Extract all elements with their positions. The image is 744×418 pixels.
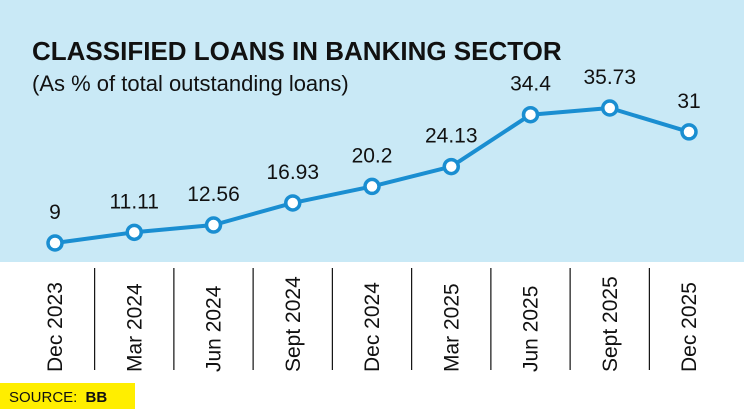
x-tick-label: Mar 2025 [440,283,463,372]
data-label: 31 [677,90,700,113]
source-background [0,383,135,409]
x-tick-label: Jun 2025 [520,286,543,372]
data-point [601,99,619,117]
data-point [204,216,223,234]
category-dividers [94,268,650,370]
data-markers [46,99,698,252]
data-point [125,223,143,242]
x-tick-label: Sept 2025 [599,276,622,372]
x-tick-label: Dec 2023 [44,282,67,372]
data-label: 16.93 [266,161,319,184]
x-tick-label: Jun 2024 [203,285,226,372]
data-point [284,194,302,212]
data-label: 35.73 [583,66,636,89]
x-tick-label: Mar 2024 [123,283,146,372]
data-label: 9 [49,201,61,224]
data-label: 34.4 [510,73,551,96]
chart-subtitle: (As % of total outstanding loans) [32,71,349,96]
data-point [442,157,460,176]
x-tick-label: Sept 2024 [282,276,305,372]
source-label: SOURCE: [9,389,77,406]
source-text: SOURCE: BB [9,389,107,406]
x-tick-label: Dec 2024 [361,282,384,372]
data-label: 20.2 [352,144,393,167]
x-axis-labels: Dec 2023 Mar 2024 Jun 2024 Sept 2024 Dec 202… [44,276,701,372]
source-badge: SOURCE: BB [0,383,135,409]
data-labels: 9 11.11 12.56 16.93 20.2 24.13 34.4 35.73 31 [49,66,701,224]
data-label: 24.13 [425,125,478,148]
x-tick-label: Dec 2025 [678,282,701,372]
data-label: 12.56 [187,183,240,206]
data-point [46,234,64,252]
data-point [680,123,698,141]
plot-background [0,0,744,262]
data-label: 11.11 [110,190,159,213]
chart-title: CLASSIFIED LOANS IN BANKING SECTOR [32,36,562,66]
source-value: BB [86,389,108,406]
data-point [363,177,381,196]
data-point [521,105,540,124]
